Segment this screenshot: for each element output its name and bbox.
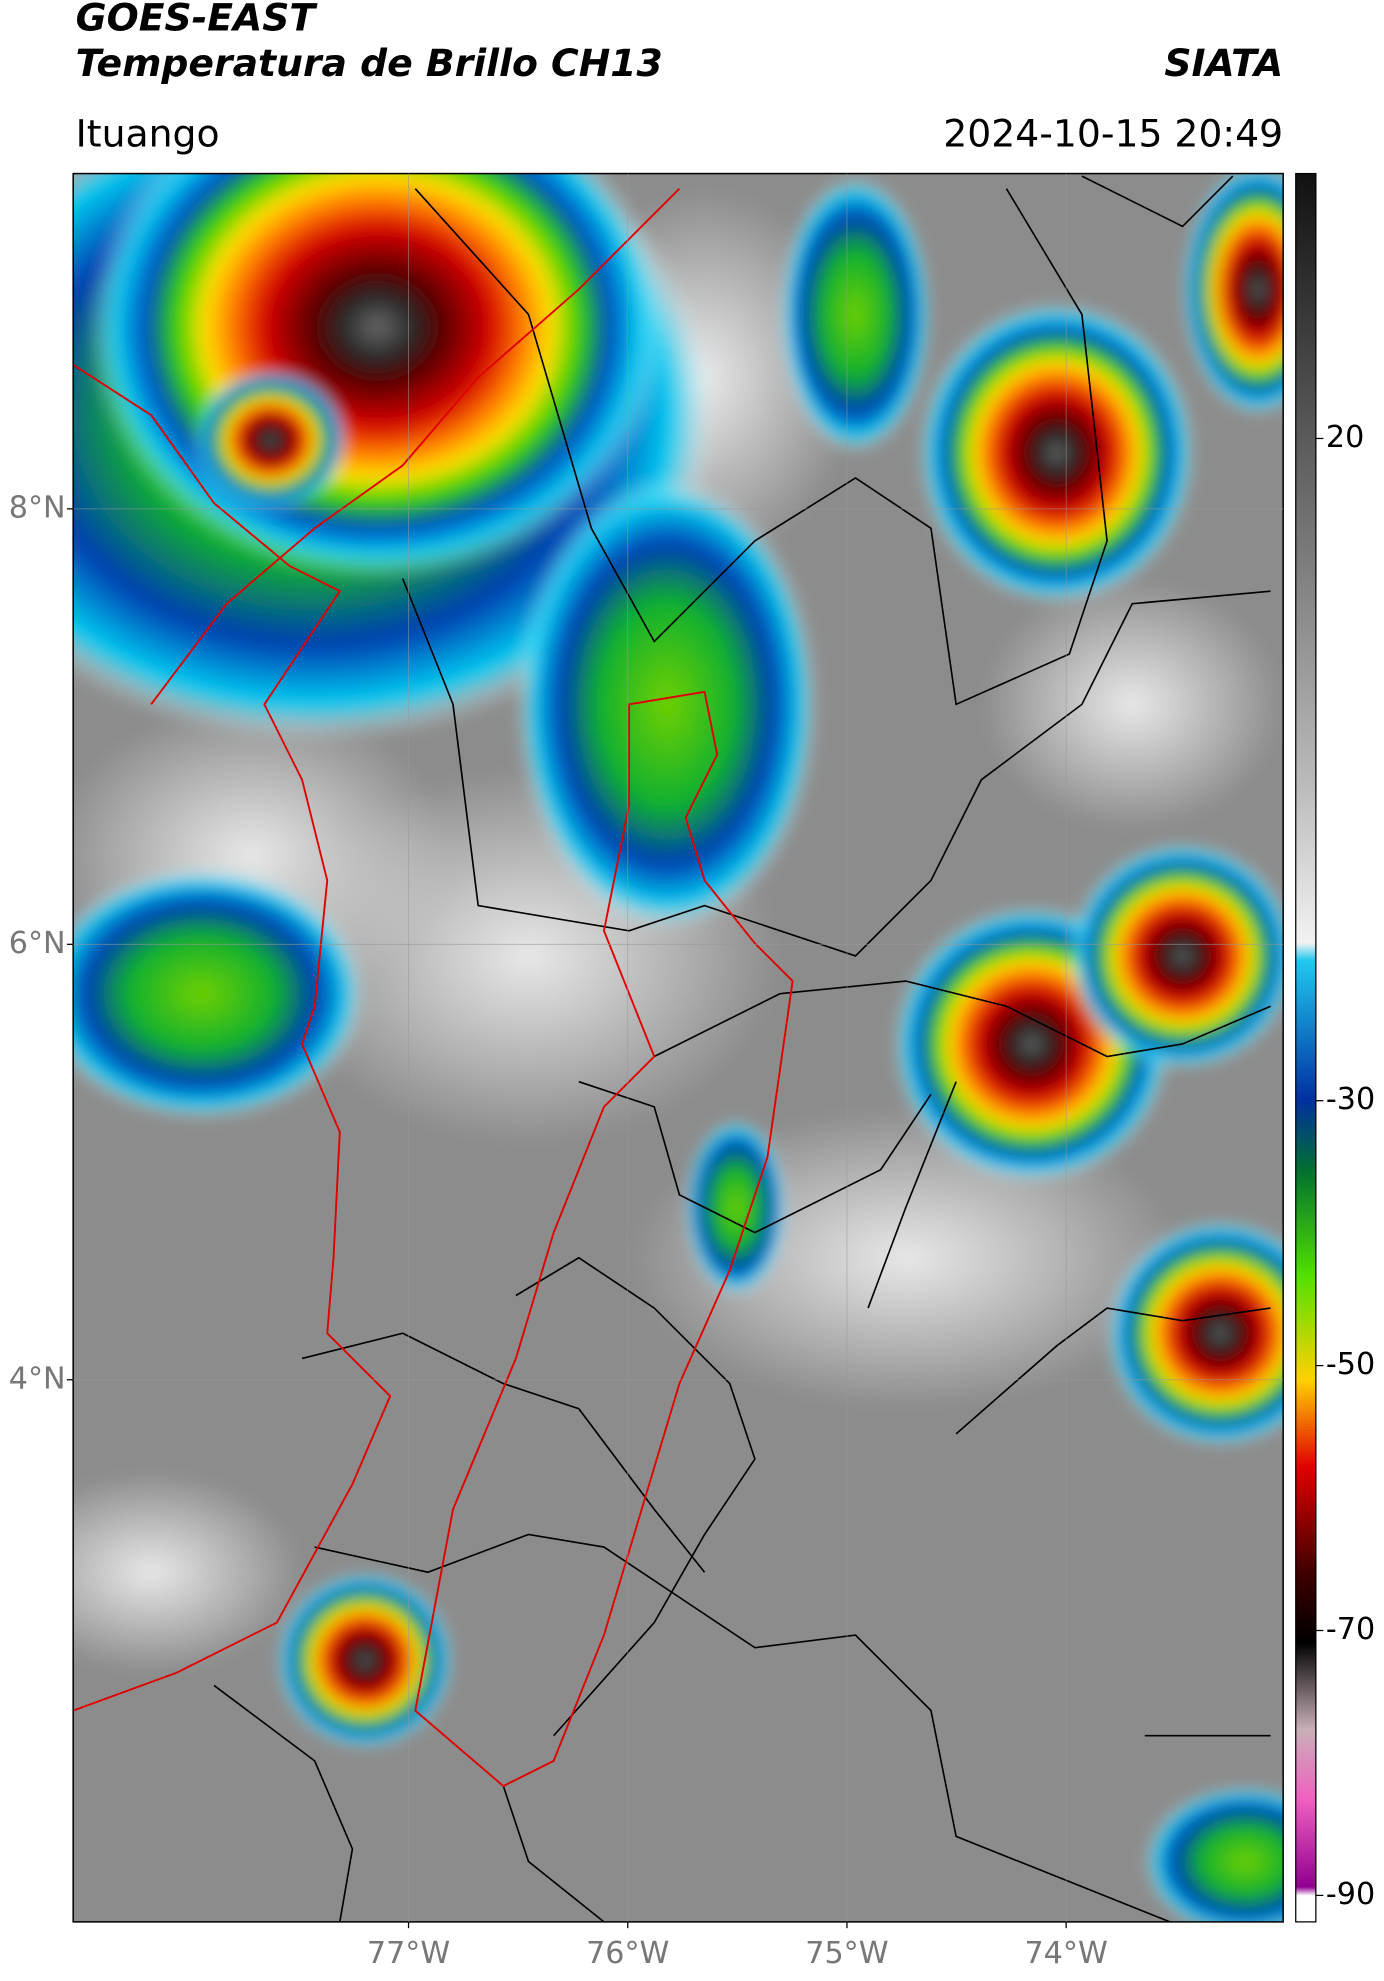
colorbar-tick-label: 20 (1326, 420, 1364, 455)
colorbar-tick-label: -50 (1326, 1347, 1375, 1382)
colorbar-tick-label: -70 (1326, 1612, 1375, 1647)
colorbar-tick-label: -90 (1326, 1877, 1375, 1912)
subtitle: Temperatura de Brillo CH13 (76, 41, 663, 85)
agency: SIATA (1164, 41, 1283, 85)
title: GOES-EAST (76, 0, 319, 40)
plot-frame (72, 172, 1284, 1923)
colorbar-tick-label: -30 (1326, 1082, 1375, 1117)
satellite-image (73, 173, 1284, 1922)
timestamp: 2024-10-15 20:49 (943, 111, 1283, 155)
lon-tick-label: 74°W (1024, 1936, 1107, 1971)
lon-tick-label: 75°W (805, 1936, 888, 1971)
lat-tick-label: 4°N (9, 1361, 66, 1396)
colorbar (1295, 172, 1317, 1923)
lon-tick-label: 76°W (586, 1936, 669, 1971)
lat-tick-label: 6°N (9, 926, 66, 961)
lat-tick-label: 8°N (9, 490, 66, 525)
lon-tick-label: 77°W (367, 1936, 450, 1971)
location: Ituango (76, 111, 220, 155)
